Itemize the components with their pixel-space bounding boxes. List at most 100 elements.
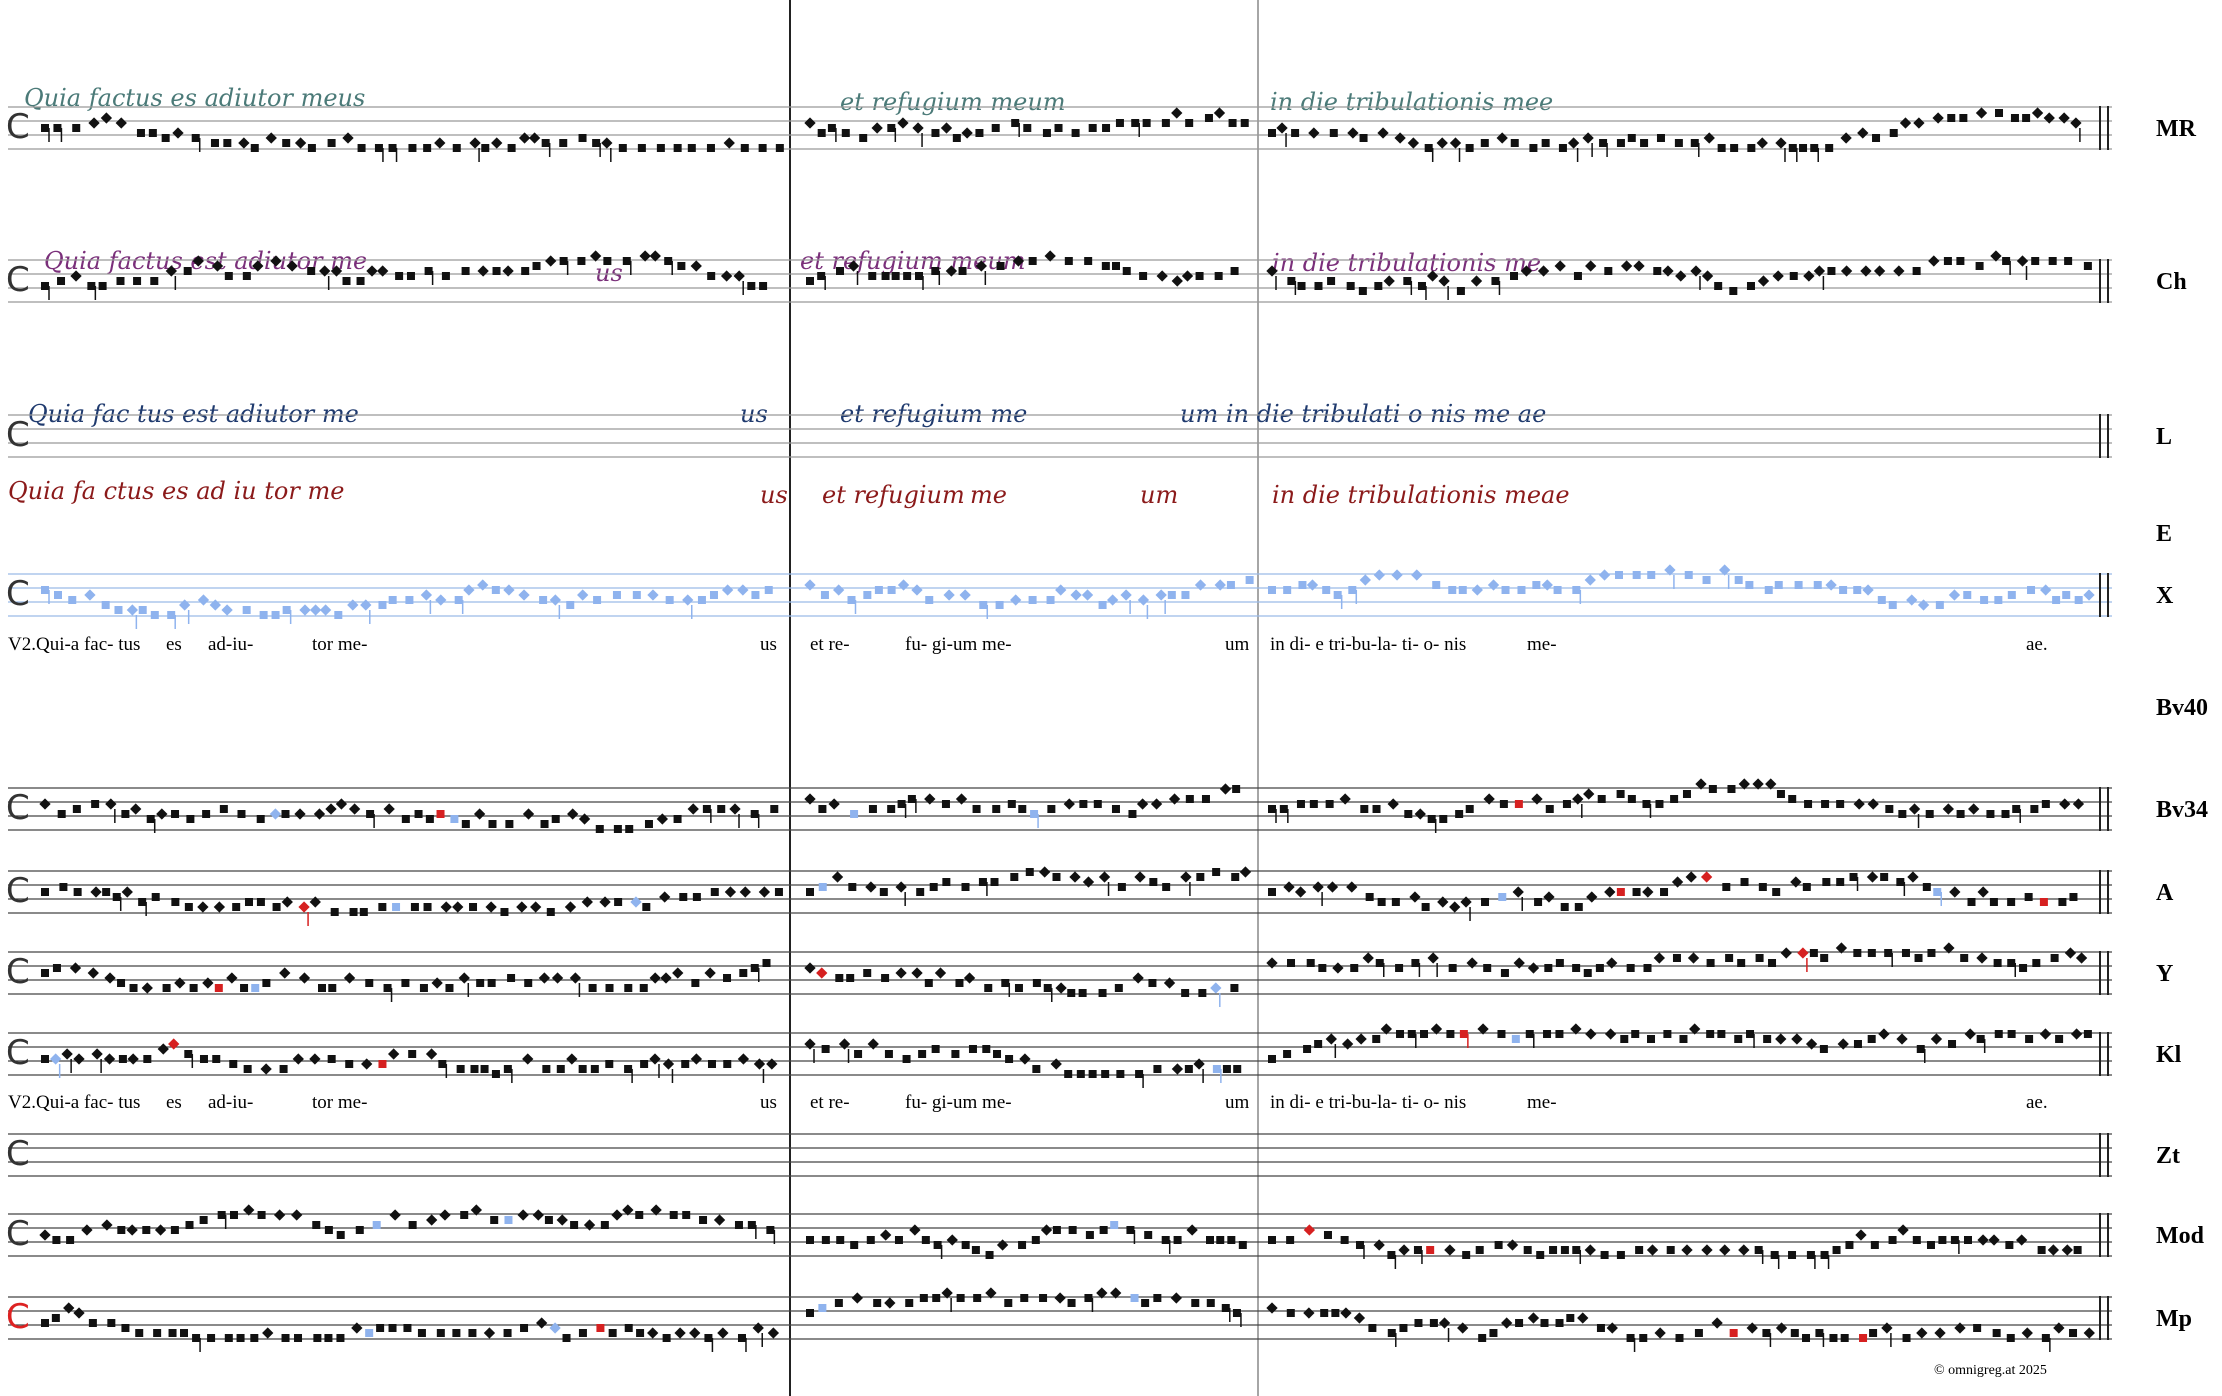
neume — [141, 982, 153, 994]
neume — [918, 1050, 927, 1058]
neume — [41, 1319, 49, 1327]
neume — [566, 1053, 578, 1065]
neume — [1205, 1236, 1214, 1244]
neume — [1737, 959, 1746, 967]
neume — [1239, 866, 1252, 878]
neume — [863, 969, 872, 977]
neume — [961, 883, 970, 891]
neume — [1155, 589, 1167, 601]
neume — [1888, 1236, 1897, 1244]
neume — [1185, 795, 1194, 803]
neume — [1210, 982, 1222, 994]
neume — [2019, 964, 2028, 972]
neume — [1690, 265, 1702, 277]
neume — [1703, 132, 1715, 144]
neume — [440, 901, 452, 913]
neume — [2075, 952, 2088, 964]
neume — [1456, 287, 1465, 295]
neume — [1099, 1226, 1108, 1234]
neume — [1167, 591, 1176, 599]
neume — [507, 974, 516, 982]
neume — [818, 805, 827, 813]
neume — [992, 805, 1001, 813]
neume — [1537, 265, 1550, 277]
neume — [737, 1053, 750, 1065]
neume — [57, 810, 66, 818]
neume — [521, 267, 530, 275]
neume — [1142, 119, 1151, 127]
neume — [1950, 1236, 1959, 1244]
neume — [733, 270, 745, 282]
neume — [2006, 1334, 2015, 1342]
neume — [452, 901, 464, 913]
neume — [1718, 564, 1731, 576]
neume — [356, 277, 365, 285]
neume — [759, 282, 768, 290]
neume — [1358, 287, 1367, 295]
neume — [2070, 1028, 2083, 1040]
neume — [758, 886, 771, 898]
neume — [1414, 808, 1426, 820]
neume — [262, 979, 271, 987]
neume — [250, 144, 259, 152]
neume — [2069, 893, 2078, 901]
neume — [1201, 795, 1210, 803]
neume — [388, 1324, 397, 1332]
neume — [154, 1224, 167, 1236]
lyric-syllable: us — [760, 634, 777, 655]
neume — [1599, 139, 1608, 147]
neume — [1494, 1241, 1503, 1249]
neume — [325, 803, 337, 815]
neume — [649, 972, 661, 984]
neume — [915, 272, 924, 280]
neume — [224, 272, 233, 280]
neume — [1340, 1307, 1352, 1319]
neume — [1815, 1329, 1824, 1337]
neume — [1948, 1040, 1957, 1048]
neume — [751, 591, 760, 599]
neume — [1689, 1023, 1701, 1035]
neume — [687, 144, 696, 152]
neumes — [41, 1023, 2092, 1088]
neume — [1068, 1226, 1077, 1234]
neume — [73, 1307, 85, 1319]
neume — [1616, 888, 1625, 896]
neume — [91, 1048, 103, 1060]
neume — [1448, 964, 1457, 972]
neume — [395, 272, 404, 280]
neume — [608, 1329, 617, 1337]
neume — [1391, 898, 1400, 906]
neume — [613, 825, 622, 833]
neume — [1836, 878, 1845, 886]
neume — [956, 1294, 965, 1302]
neume — [162, 984, 171, 992]
lyric-syllable: in di- e tri-bu-la- ti- o- nis — [1270, 1092, 1466, 1113]
neume — [327, 1055, 336, 1063]
neume — [1746, 1030, 1755, 1038]
neume — [1043, 984, 1052, 992]
neume — [388, 144, 397, 152]
neume — [589, 250, 602, 262]
neume — [816, 967, 828, 979]
neume — [212, 1055, 221, 1063]
neume — [1309, 800, 1318, 808]
neume — [1585, 1028, 1597, 1040]
neume — [223, 139, 232, 147]
neume — [456, 1065, 465, 1073]
neume — [1052, 873, 1061, 881]
neume — [1643, 964, 1652, 972]
neume — [209, 599, 221, 611]
neume — [1136, 798, 1149, 810]
neume — [41, 969, 49, 977]
neume — [57, 277, 66, 285]
neume — [1144, 1231, 1153, 1239]
neume — [1081, 589, 1094, 601]
neume — [766, 1226, 775, 1234]
neume — [1836, 800, 1845, 808]
neume — [1078, 989, 1087, 997]
neume — [662, 1058, 675, 1070]
neume — [532, 1209, 544, 1221]
neume — [1268, 1055, 1276, 1063]
neume — [224, 1334, 233, 1342]
neume — [955, 979, 964, 987]
